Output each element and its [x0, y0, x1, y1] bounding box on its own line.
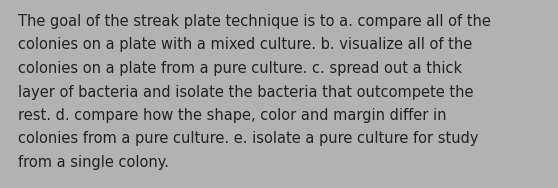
Text: rest. d. compare how the shape, color and margin differ in: rest. d. compare how the shape, color an… [18, 108, 446, 123]
Text: The goal of the streak plate technique is to a. compare all of the: The goal of the streak plate technique i… [18, 14, 491, 29]
Text: from a single colony.: from a single colony. [18, 155, 169, 170]
Text: colonies on a plate from a pure culture. c. spread out a thick: colonies on a plate from a pure culture.… [18, 61, 462, 76]
Text: colonies on a plate with a mixed culture. b. visualize all of the: colonies on a plate with a mixed culture… [18, 37, 472, 52]
Text: layer of bacteria and isolate the bacteria that outcompete the: layer of bacteria and isolate the bacter… [18, 84, 474, 99]
Text: colonies from a pure culture. e. isolate a pure culture for study: colonies from a pure culture. e. isolate… [18, 131, 479, 146]
